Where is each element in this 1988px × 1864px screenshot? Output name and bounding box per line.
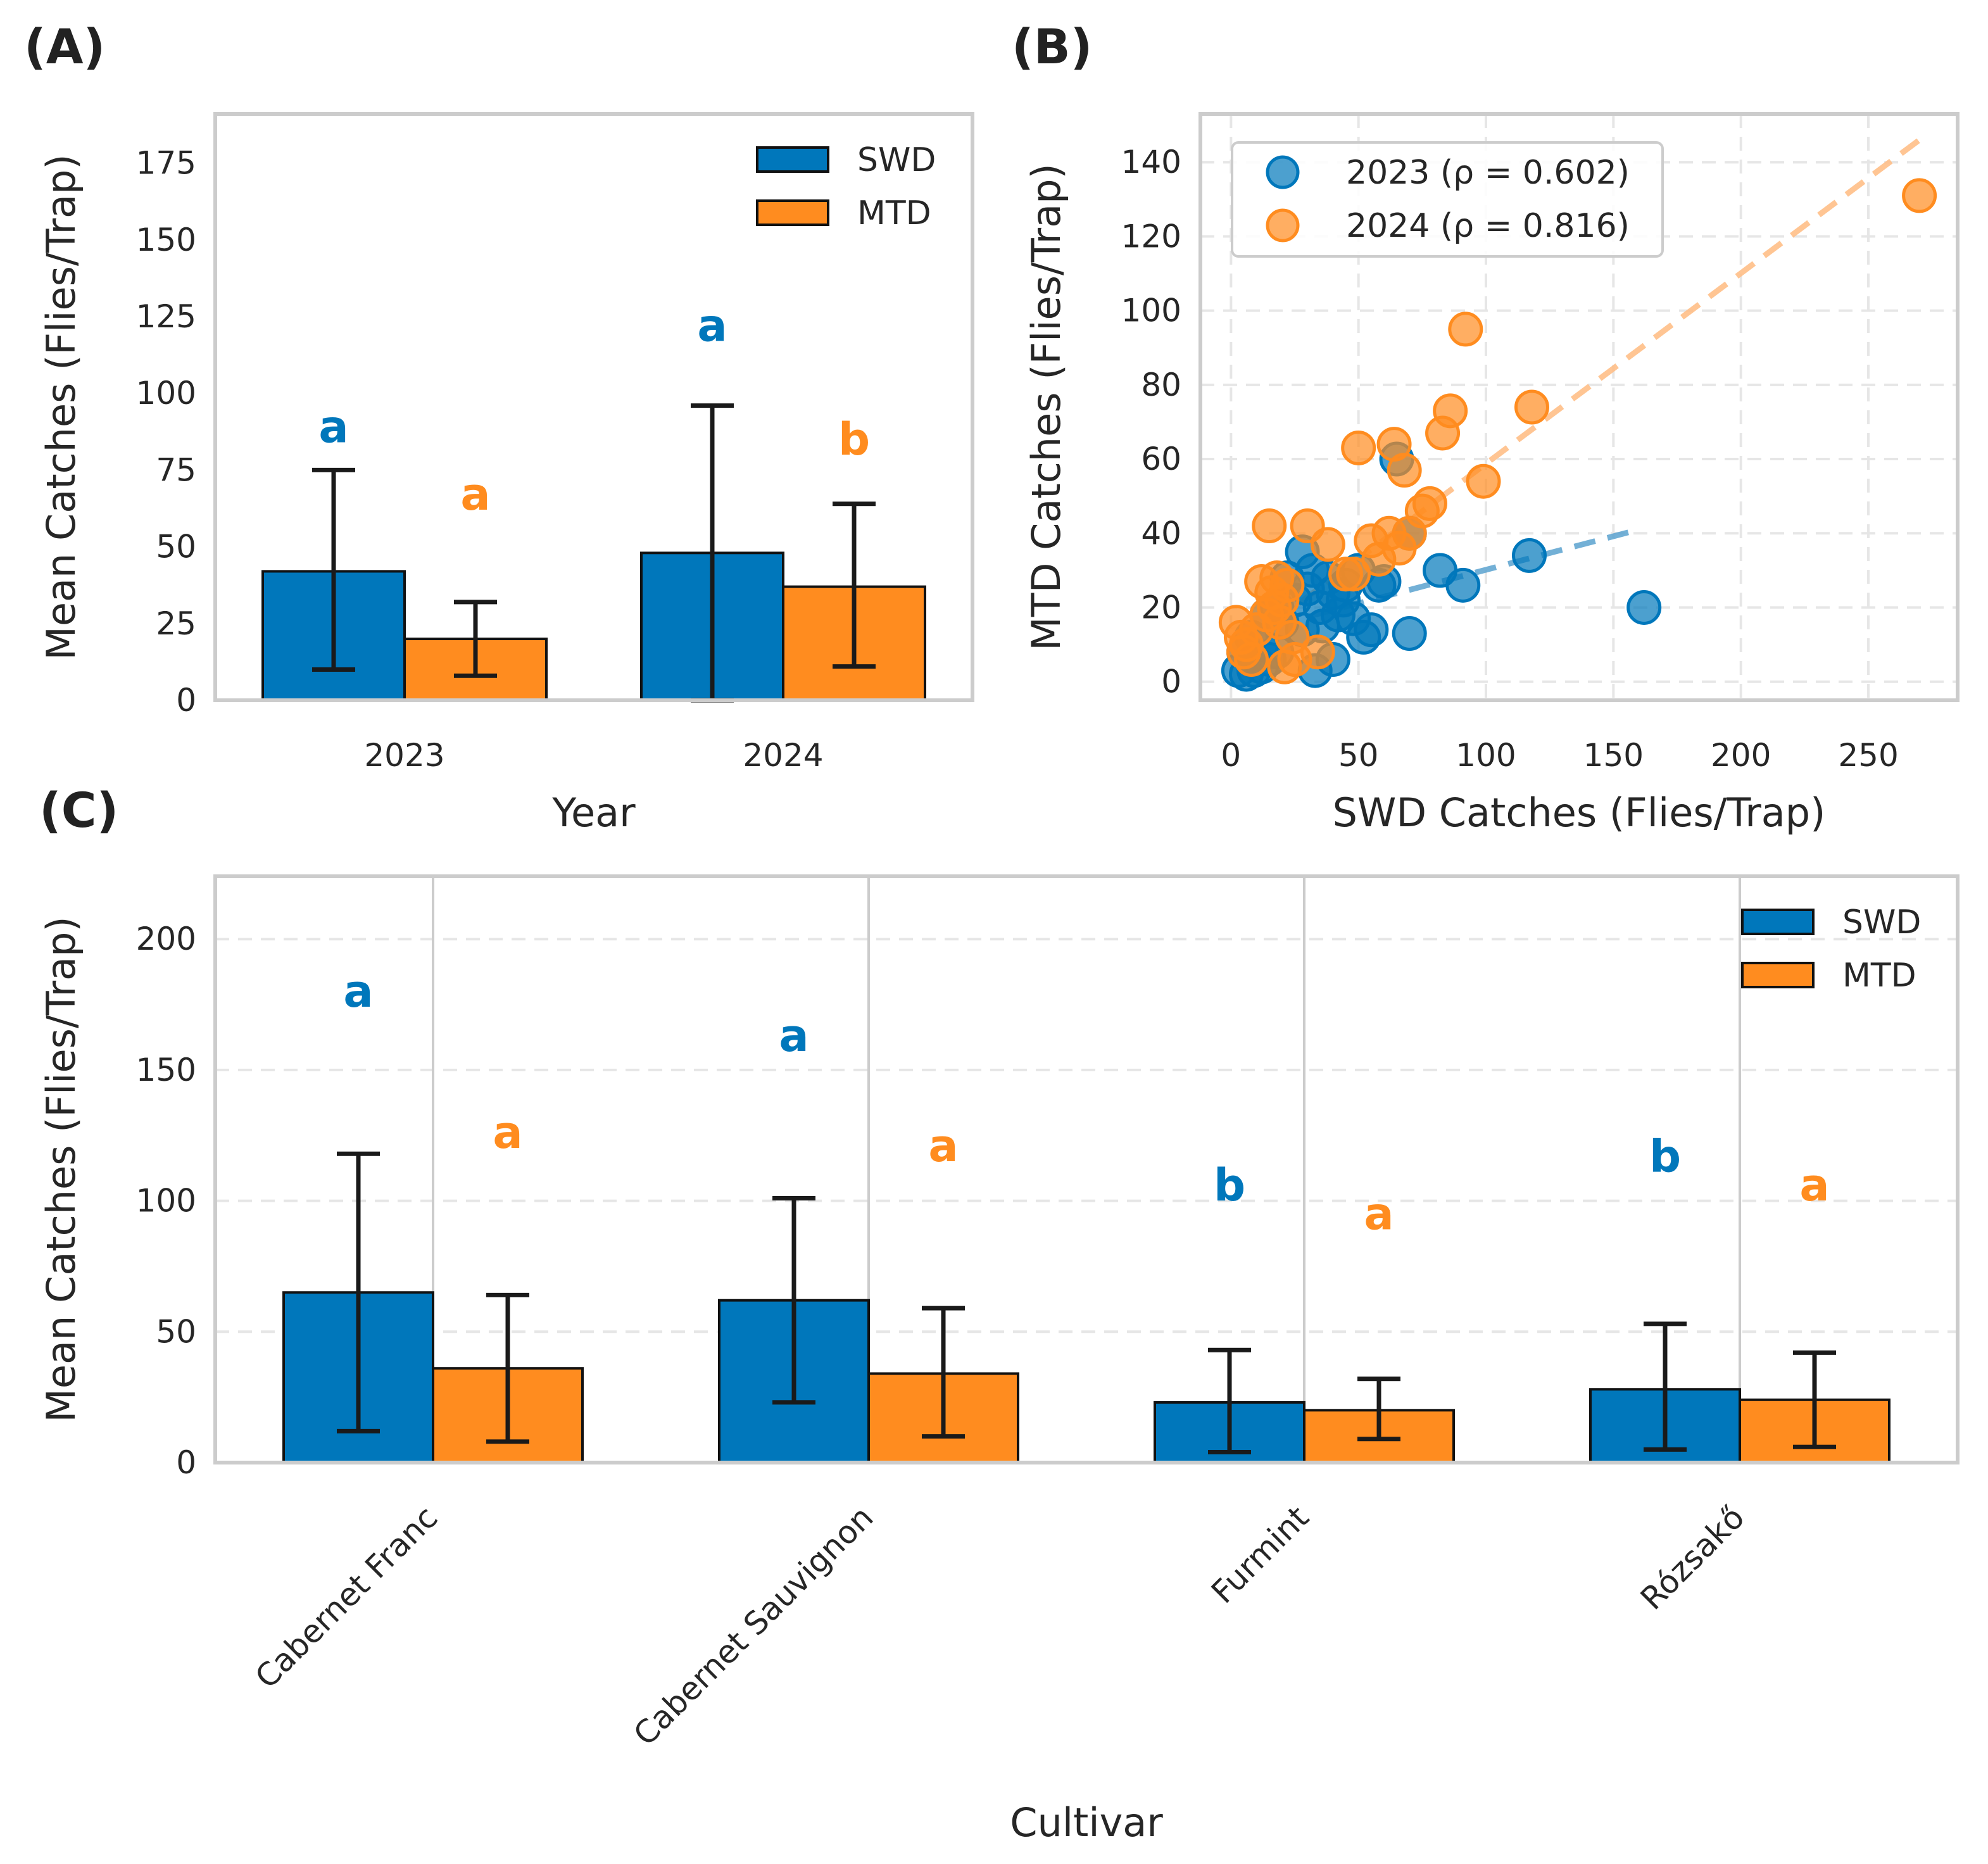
significance-letter: a — [460, 469, 490, 520]
legend-2024-marker — [1266, 208, 1300, 242]
panel-b-xlabel: SWD Catches (Flies/Trap) — [1333, 790, 1826, 836]
panel-b-frame — [1198, 112, 1960, 702]
y-tick-label: 150 — [136, 1052, 196, 1088]
y-tick-label: 60 — [1141, 441, 1181, 477]
y-tick-label: 200 — [136, 921, 196, 957]
y-tick-label: 50 — [156, 1313, 196, 1350]
panel-c-xlabel: Cultivar — [1010, 1799, 1163, 1846]
significance-letter: b — [838, 413, 870, 465]
y-tick-label: 0 — [176, 1444, 196, 1481]
point-2024 — [1466, 463, 1501, 499]
significance-letter: a — [779, 1010, 808, 1062]
legend-swd-label: SWD — [857, 141, 936, 179]
point-2024 — [1336, 557, 1371, 592]
point-2023 — [1626, 589, 1662, 625]
panel-b-label: (B) — [1012, 18, 1092, 75]
legend-swd-swatch — [756, 146, 829, 173]
y-tick-label: 140 — [1121, 144, 1181, 180]
point-2024 — [1902, 178, 1937, 213]
point-2023 — [1445, 567, 1481, 603]
significance-letter: a — [697, 300, 727, 352]
significance-letter: a — [318, 401, 348, 453]
legend-2023-label: 2023 (ρ = 0.602) — [1346, 154, 1630, 192]
y-tick-label: 25 — [156, 605, 196, 642]
y-tick-label: 40 — [1141, 515, 1181, 551]
y-tick-label: 100 — [1121, 293, 1181, 329]
panel-a-legend: SWD MTD — [756, 141, 936, 232]
significance-letter: a — [1799, 1159, 1829, 1211]
legend-mtd-swatch — [756, 199, 829, 226]
significance-letter: a — [928, 1120, 958, 1172]
legend-2024-label: 2024 (ρ = 0.816) — [1346, 207, 1630, 245]
legend-mtd-label: MTD — [857, 194, 931, 232]
point-2023 — [1392, 616, 1427, 652]
y-tick-label: 0 — [1161, 664, 1181, 700]
y-tick-label: 20 — [1141, 589, 1181, 626]
x-tick-label: 150 — [1583, 737, 1644, 774]
y-tick-label: 80 — [1141, 367, 1181, 403]
panel-c-label: (C) — [39, 782, 118, 838]
legend-box — [1231, 141, 1664, 258]
panel-a-xlabel: Year — [551, 790, 636, 836]
point-2024 — [1514, 389, 1550, 425]
y-tick-label: 175 — [136, 145, 196, 182]
point-2024 — [1300, 634, 1335, 670]
point-2024 — [1412, 486, 1447, 521]
panel-b: 0 20 40 60 80 100 120 140 0 50 100 150 200 250 SWD C… — [1023, 112, 1960, 836]
panel-c-ylabel: Mean Catches (Flies/Trap) — [38, 916, 84, 1422]
legend-mtd-swatch — [1741, 962, 1815, 988]
significance-letter: a — [493, 1107, 522, 1159]
panel-a: a a a b 0 25 50 75 100 125 150 175 2023 2024 Year M… — [38, 112, 974, 836]
y-tick-label: 120 — [1121, 218, 1181, 255]
point-2024 — [1234, 642, 1269, 677]
legend-swd-label: SWD — [1842, 904, 1921, 941]
panel-a-frame — [213, 112, 974, 702]
point-2023 — [1511, 538, 1547, 573]
significance-letter: b — [1649, 1130, 1681, 1182]
panel-a-label: (A) — [24, 18, 105, 75]
point-2024 — [1341, 430, 1376, 465]
y-tick-label: 100 — [136, 375, 196, 412]
significance-letter: b — [1214, 1159, 1245, 1211]
significance-letter: a — [1364, 1188, 1393, 1240]
y-tick-label: 50 — [156, 529, 196, 565]
x-tick-label: 50 — [1338, 737, 1379, 774]
panel-c-legend: SWD MTD — [1741, 904, 1921, 995]
point-2024 — [1433, 393, 1468, 429]
point-2024 — [1448, 312, 1483, 347]
point-2024 — [1249, 597, 1285, 633]
point-2024 — [1387, 453, 1422, 488]
significance-letter: a — [343, 966, 373, 1017]
point-2023 — [1354, 612, 1389, 648]
panel-c-frame — [213, 874, 1960, 1464]
x-tick-label: 2024 — [743, 737, 823, 774]
x-tick-label: 2023 — [364, 737, 444, 774]
x-tick-label: 0 — [1221, 737, 1241, 774]
point-2024 — [1310, 527, 1345, 562]
legend-2023-marker — [1266, 155, 1300, 189]
point-2024 — [1252, 508, 1287, 544]
y-tick-label: 125 — [136, 298, 196, 335]
panel-b-legend: 2023 (ρ = 0.602) 2024 (ρ = 0.816) — [1231, 141, 1664, 258]
panel-b-ylabel: MTD Catches (Flies/Trap) — [1023, 163, 1069, 650]
x-tick-label: 200 — [1711, 737, 1771, 774]
panel-a-ylabel: Mean Catches (Flies/Trap) — [38, 154, 84, 660]
y-tick-label: 150 — [136, 222, 196, 258]
x-tick-label: 250 — [1838, 737, 1898, 774]
point-2024 — [1269, 567, 1305, 603]
legend-mtd-label: MTD — [1842, 957, 1916, 995]
y-tick-label: 75 — [156, 451, 196, 488]
y-tick-label: 100 — [136, 1183, 196, 1219]
y-tick-label: 0 — [176, 682, 196, 719]
x-tick-label: 100 — [1456, 737, 1516, 774]
legend-swd-swatch — [1741, 909, 1815, 935]
